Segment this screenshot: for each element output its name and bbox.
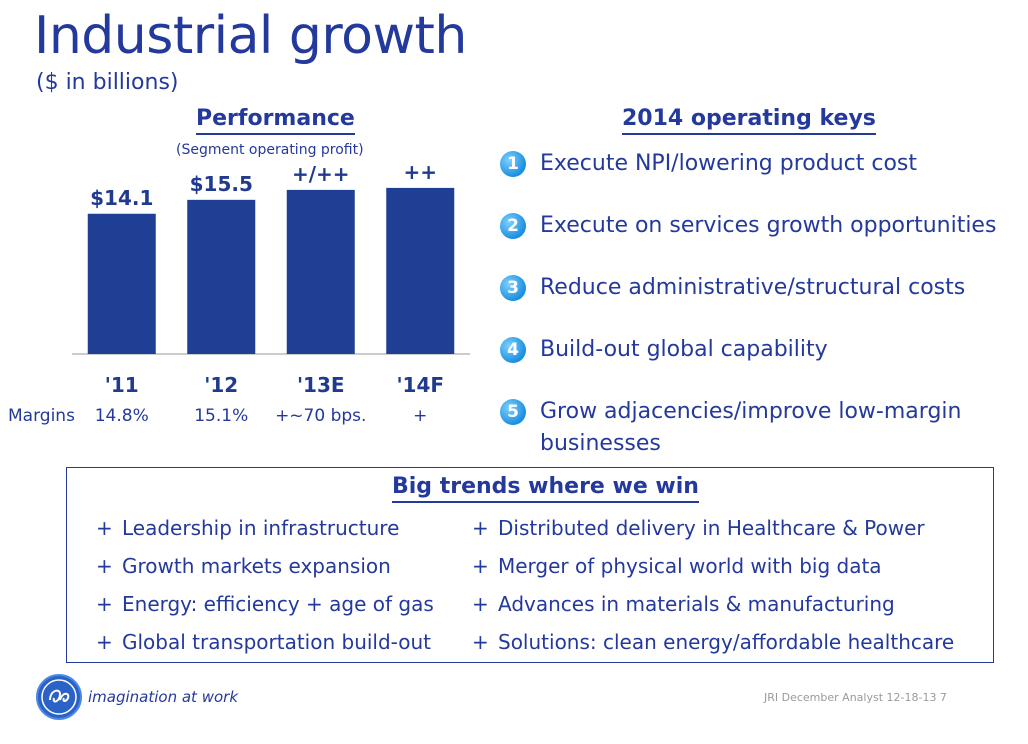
margins-label: Margins bbox=[8, 406, 75, 426]
trend-item: + Energy: efficiency + age of gas bbox=[96, 592, 434, 616]
plus-bullet-icon: + bbox=[472, 516, 489, 540]
operating-key-1: 1 Execute NPI/lowering product cost bbox=[500, 148, 917, 180]
plus-bullet-icon: + bbox=[96, 592, 113, 616]
ge-monogram-icon bbox=[36, 674, 82, 720]
tagline: imagination at work bbox=[88, 688, 238, 706]
bar-1 bbox=[187, 199, 256, 354]
page-title: Industrial growth bbox=[34, 6, 467, 66]
trend-item: + Merger of physical world with big data bbox=[472, 554, 882, 578]
trend-text: Growth markets expansion bbox=[122, 554, 391, 578]
performance-subtitle: (Segment operating profit) bbox=[176, 142, 364, 158]
page-subtitle: ($ in billions) bbox=[36, 70, 179, 95]
plus-bullet-icon: + bbox=[96, 516, 113, 540]
trend-item: + Solutions: clean energy/affordable heal… bbox=[472, 630, 954, 654]
trend-text: Energy: efficiency + age of gas bbox=[122, 592, 434, 616]
performance-title: Performance bbox=[196, 106, 355, 135]
plus-bullet-icon: + bbox=[96, 630, 113, 654]
number-badge-icon: 4 bbox=[500, 337, 526, 363]
bar-value-label-2: +/++ bbox=[292, 162, 350, 186]
plus-bullet-icon: + bbox=[472, 554, 489, 578]
plus-bullet-icon: + bbox=[472, 592, 489, 616]
operating-key-text: Execute on services growth opportunities bbox=[540, 213, 997, 238]
operating-key-text: Grow adjacencies/improve low-margin busi… bbox=[540, 399, 962, 456]
bar-0 bbox=[87, 213, 156, 354]
footer-text: JRI December Analyst 12-18-13 7 bbox=[764, 691, 947, 704]
category-label-1: '12 bbox=[204, 373, 238, 397]
margin-value-1: 15.1% bbox=[194, 406, 249, 426]
trend-item: + Advances in materials & manufacturing bbox=[472, 592, 895, 616]
margin-value-0: 14.8% bbox=[94, 406, 149, 426]
bar-value-label-3: ++ bbox=[403, 160, 437, 184]
trend-item: + Global transportation build-out bbox=[96, 630, 431, 654]
number-badge-icon: 1 bbox=[500, 151, 526, 177]
category-label-3: '14F bbox=[396, 373, 444, 397]
operating-key-2: 2 Execute on services growth opportunitie… bbox=[500, 210, 996, 242]
plus-bullet-icon: + bbox=[96, 554, 113, 578]
operating-key-text: Reduce administrative/structural costs bbox=[540, 275, 966, 300]
number-badge-icon: 3 bbox=[500, 275, 526, 301]
trend-text: Solutions: clean energy/affordable healt… bbox=[498, 630, 955, 654]
bar-value-label-1: $15.5 bbox=[190, 172, 253, 196]
category-label-0: '11 bbox=[105, 373, 139, 397]
bar-value-label-0: $14.1 bbox=[90, 186, 153, 210]
operating-key-text: Build-out global capability bbox=[540, 337, 828, 362]
performance-bar-chart: $14.1 '11 $15.5 '12 +/++ '13E ++ '14F bbox=[72, 160, 470, 397]
trend-text: Merger of physical world with big data bbox=[498, 554, 882, 578]
trends-title: Big trends where we win bbox=[392, 474, 699, 503]
trend-text: Advances in materials & manufacturing bbox=[498, 592, 895, 616]
plus-bullet-icon: + bbox=[472, 630, 489, 654]
operating-key-3: 3 Reduce administrative/structural costs bbox=[500, 272, 965, 304]
trends-box bbox=[66, 467, 994, 663]
trend-item: + Leadership in infrastructure bbox=[96, 516, 399, 540]
number-badge-icon: 2 bbox=[500, 213, 526, 239]
operating-key-5: 5 Grow adjacencies/improve low-margin bus… bbox=[500, 396, 1000, 460]
trend-text: Global transportation build-out bbox=[122, 630, 432, 654]
operating-key-4: 4 Build-out global capability bbox=[500, 334, 828, 366]
bar-2 bbox=[286, 189, 355, 354]
operating-keys-title: 2014 operating keys bbox=[622, 106, 876, 135]
category-label-2: '13E bbox=[297, 373, 345, 397]
number-badge-icon: 5 bbox=[500, 399, 526, 425]
operating-key-text: Execute NPI/lowering product cost bbox=[540, 151, 918, 176]
margin-value-2: +~70 bps. bbox=[275, 406, 367, 426]
trend-text: Distributed delivery in Healthcare & Pow… bbox=[498, 516, 925, 540]
bar-3 bbox=[386, 187, 455, 354]
trend-item: + Distributed delivery in Healthcare & Po… bbox=[472, 516, 925, 540]
margin-value-3: + bbox=[413, 406, 428, 426]
trend-text: Leadership in infrastructure bbox=[122, 516, 400, 540]
trend-item: + Growth markets expansion bbox=[96, 554, 391, 578]
